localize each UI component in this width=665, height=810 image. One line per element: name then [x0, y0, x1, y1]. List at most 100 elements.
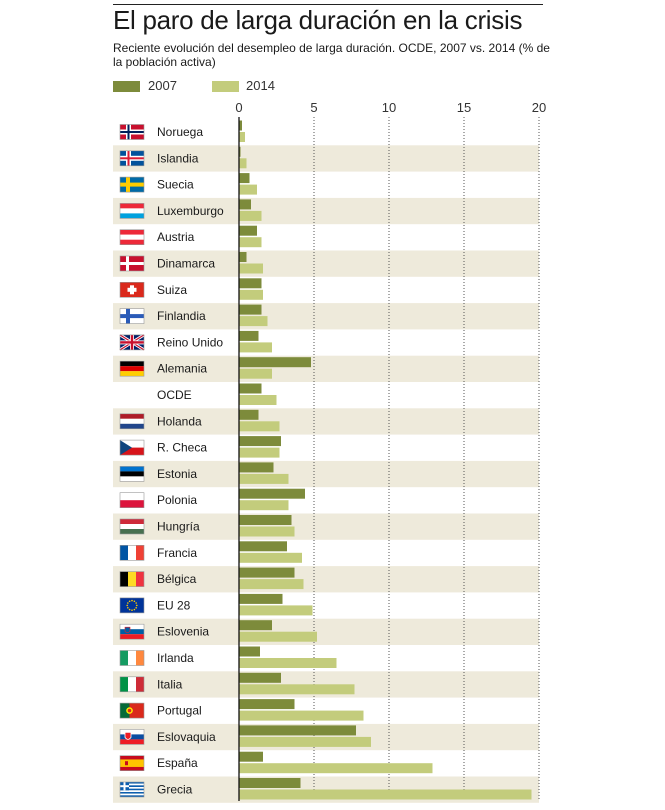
flag-part: [136, 571, 144, 587]
flag-border: [119, 439, 145, 456]
flag-part: [120, 785, 144, 787]
flag-border: [119, 255, 145, 272]
bar-2007: [239, 541, 287, 552]
flag-border: [119, 729, 145, 745]
flag-border: [119, 176, 145, 193]
flag-part: [120, 624, 144, 630]
flag-border: [119, 124, 145, 140]
category-label: Grecia: [157, 783, 193, 797]
flag-border: [119, 781, 145, 798]
row-band: [113, 618, 539, 645]
flag-uk-icon: [119, 333, 145, 352]
flag-part: [120, 787, 144, 789]
bar-2007: [239, 593, 283, 604]
flag-czech-icon: [119, 439, 145, 456]
flag-part: [120, 783, 144, 786]
x-tick-label: 10: [382, 100, 396, 115]
flag-part: [120, 366, 144, 372]
category-label: Portugal: [157, 704, 202, 718]
flag-part: [120, 634, 144, 640]
flag-hungary-icon: [119, 518, 145, 535]
bar-2014: [239, 631, 317, 642]
flag-part: [133, 608, 136, 611]
bar-2007: [239, 278, 262, 289]
flag-border: [119, 281, 145, 298]
bar-2007: [239, 252, 247, 262]
flag-part: [135, 602, 137, 604]
chart-title: El paro de larga duración en la crisis: [113, 5, 523, 35]
flag-part: [120, 650, 128, 666]
flag-part: [131, 609, 133, 611]
flag-norway-icon: [119, 124, 145, 140]
flag-part: [120, 524, 144, 529]
category-label: Hungría: [157, 520, 200, 534]
flag-part: [120, 371, 144, 377]
flag-luxembourg-icon: [119, 203, 145, 219]
category-label: Polonia: [157, 493, 197, 507]
flag-part: [120, 571, 128, 587]
legend-swatch-2014: [212, 81, 239, 92]
flag-border: [119, 360, 145, 377]
bar-2007: [239, 357, 311, 368]
flag-part: [120, 213, 144, 219]
flag-italy-icon: [119, 676, 145, 693]
bar-2014: [239, 210, 262, 221]
flag-part: [120, 793, 144, 796]
bar-2007: [239, 488, 305, 499]
flag-part: [124, 626, 131, 633]
category-label: Islandia: [157, 151, 199, 165]
bar-2014: [239, 237, 262, 248]
flag-france-icon: [119, 544, 145, 561]
flag-part: [120, 529, 144, 534]
flag-part: [120, 734, 144, 740]
flag-part: [120, 759, 144, 767]
flag-part: [120, 788, 144, 791]
category-label: R. Checa: [157, 441, 207, 455]
bar-2014: [239, 552, 302, 563]
bar-2014: [239, 789, 532, 800]
flag-border: [119, 571, 145, 587]
flag-part: [136, 545, 144, 561]
category-label: Finlandia: [157, 309, 206, 323]
category-label: Eslovaquia: [157, 730, 216, 744]
flag-part: [120, 676, 128, 692]
flag-slovakia-icon: [119, 729, 145, 745]
bar-2007: [239, 462, 274, 473]
category-label: Estonia: [157, 467, 197, 481]
bar-2007: [239, 146, 241, 157]
flag-greece-icon: [119, 781, 145, 798]
flag-border: [119, 229, 145, 245]
bar-2007: [239, 383, 262, 394]
bar-2014: [239, 447, 280, 458]
flag-border: [119, 203, 145, 219]
flag-part: [120, 262, 144, 265]
flag-slovenia-icon: [119, 623, 145, 640]
flag-part: [127, 708, 132, 713]
legend-label-2007: 2007: [148, 78, 177, 93]
flag-part: [127, 602, 129, 604]
bar-2007: [239, 330, 259, 341]
flag-part: [120, 785, 129, 788]
flag-border: [119, 544, 145, 561]
chart-subtitle: Reciente evolución del desempleo de larg…: [113, 41, 550, 69]
flag-part: [120, 447, 144, 456]
bar-2014: [239, 316, 268, 327]
bar-2014: [239, 132, 245, 142]
flag-part: [136, 676, 144, 692]
category-label: Austria: [157, 230, 195, 244]
flag-part: [120, 739, 144, 745]
flag-part: [120, 418, 144, 424]
bar-2014: [239, 658, 337, 668]
flag-border: [119, 702, 145, 719]
flag-germany-icon: [119, 360, 145, 377]
flag-part: [120, 795, 144, 797]
bar-2007: [239, 672, 281, 683]
bar-2007: [239, 225, 257, 236]
category-label: Luxemburgo: [157, 204, 224, 218]
flag-part: [127, 287, 137, 292]
flag-part: [120, 341, 144, 344]
bar-2007: [239, 699, 295, 710]
flag-eu-icon: [119, 597, 145, 614]
row-band: [113, 145, 539, 172]
bar-2014: [239, 263, 263, 274]
